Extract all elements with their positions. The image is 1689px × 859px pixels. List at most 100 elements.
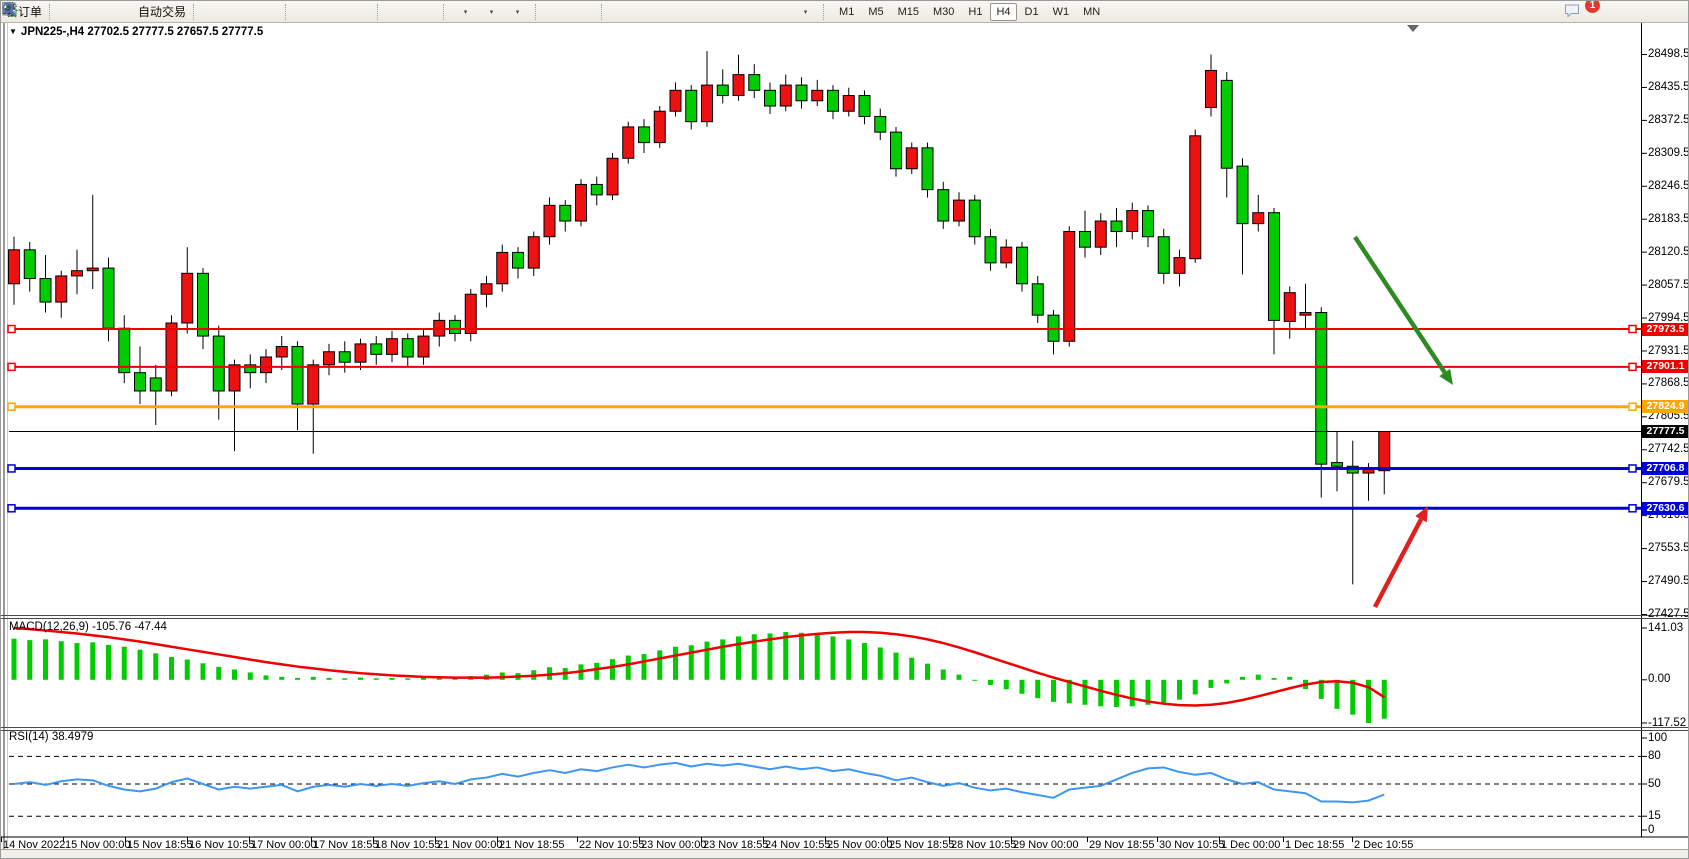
time-axis-label: 21 Nov 18:55 — [499, 839, 565, 851]
candlesticks — [8, 51, 1391, 585]
time-axis-label: 14 Nov 2022 — [3, 839, 66, 851]
timeframe-w1-button[interactable]: W1 — [1052, 5, 1070, 18]
candle-chart-button[interactable] — [3, 2, 254, 22]
price-axis-tick-label: 27931.5 — [1648, 344, 1689, 357]
price-axis-tick-label: 27553.5 — [1648, 542, 1689, 555]
text-label-button[interactable]: T — [2, 2, 792, 22]
price-axis-tick-label: 28057.5 — [1648, 278, 1689, 291]
toolbar-right-icons: 1 — [2, 1, 1600, 22]
time-axis-label: 15 Nov 00:00 — [65, 839, 131, 851]
time-axis-label: 29 Nov 00:00 — [1013, 839, 1079, 851]
price-axis-tick-label: 27490.5 — [1648, 575, 1689, 588]
macd-axis-tick-label: 0.00 — [1648, 673, 1671, 686]
chat-icon — [1565, 4, 1579, 18]
price-axis-tick-label: 28435.5 — [1648, 80, 1689, 93]
toolbar-separator — [49, 3, 54, 20]
toolbar-separator — [377, 3, 382, 20]
timeframe-h1-button[interactable]: H1 — [968, 5, 983, 18]
time-axis-label: 2 Dec 10:55 — [1354, 839, 1414, 851]
fibonacci-button[interactable]: F — [3, 2, 740, 22]
indicators-button[interactable]: ▾ — [2, 2, 478, 22]
price-axis-tick-label: 28309.5 — [1648, 146, 1689, 159]
horizontal-line-button[interactable] — [3, 2, 662, 22]
time-axis-label: 16 Nov 10:55 — [189, 839, 255, 851]
time-axis-label: 25 Nov 00:00 — [827, 839, 893, 851]
text-button[interactable]: A — [5, 2, 766, 22]
auto-scroll-button[interactable] — [2, 2, 412, 22]
zoom-in-button[interactable] — [2, 2, 320, 22]
timeframe-m15-button[interactable]: M15 — [897, 5, 919, 18]
rsi-label: RSI(14) 38.4979 — [9, 731, 94, 743]
price-axis-tick-label: 28498.5 — [1648, 48, 1689, 60]
chart-menu-icon[interactable]: ▼ — [9, 27, 17, 36]
red-up-arrow-object[interactable] — [1373, 506, 1428, 609]
line-chart-button[interactable] — [1, 2, 280, 22]
crosshair-button[interactable] — [3, 2, 596, 22]
time-axis-label: 23 Nov 00:00 — [641, 839, 707, 851]
zoom-out-button[interactable] — [2, 2, 346, 22]
rsi-axis-tick-label: 15 — [1648, 809, 1661, 822]
rsi-axis-tick-label: 50 — [1648, 777, 1661, 790]
time-axis-label: 30 Nov 10:55 — [1159, 839, 1225, 851]
notification-badge: 1 — [1585, 1, 1600, 13]
search-button[interactable] — [2, 2, 1554, 22]
dropdown-arrow-icon[interactable]: ▾ — [463, 8, 468, 16]
timeframe-m30-button[interactable]: M30 — [933, 5, 955, 18]
time-axis-label: 17 Nov 18:55 — [313, 839, 379, 851]
rsi-axis-tick-label: 0 — [1648, 823, 1655, 836]
autotrading-button[interactable]: 自动交易 — [2, 2, 188, 22]
vertical-line-button[interactable] — [8, 2, 636, 22]
rsi-indicator — [9, 755, 1641, 817]
dropdown-arrow-icon[interactable]: ▾ — [489, 8, 494, 16]
toolbar-separator — [535, 3, 540, 20]
time-axis-label: 25 Nov 18:55 — [889, 839, 955, 851]
bar-chart-button[interactable] — [2, 2, 228, 22]
price-level-badge: 27706.8 — [1642, 462, 1688, 475]
price-level-badge: 27824.9 — [1642, 400, 1688, 414]
time-axis-label: 22 Nov 10:55 — [579, 839, 645, 851]
templates-button[interactable]: ▾ — [2, 2, 530, 22]
rsi-axis-tick-label: 80 — [1648, 749, 1661, 762]
price-level-badge: 27901.1 — [1642, 360, 1688, 374]
trendline-button[interactable] — [2, 2, 688, 22]
terminal-button[interactable] — [2, 2, 110, 22]
notifications-button[interactable]: 1 — [1564, 1, 1600, 22]
price-axis-tick-label: 28120.5 — [1648, 245, 1689, 258]
green-down-arrow-object[interactable] — [1353, 235, 1453, 385]
horizontal-level-lines[interactable] — [7, 324, 1641, 513]
market-button[interactable] — [2, 2, 84, 22]
time-axis-label: 29 Nov 18:55 — [1089, 839, 1155, 851]
equidistant-channel-button[interactable]: E — [2, 2, 714, 22]
time-axis-label: 1 Dec 18:55 — [1285, 839, 1345, 851]
arrows-button[interactable]: ▾ — [3, 2, 818, 22]
dropdown-arrow-icon[interactable]: ▾ — [803, 8, 808, 16]
price-level-badge: 27630.6 — [1642, 501, 1688, 515]
chart-shift-button[interactable] — [2, 2, 438, 22]
signals-button[interactable] — [2, 2, 136, 22]
tile-windows-button[interactable] — [2, 2, 372, 22]
price-axis-tick-label: 27679.5 — [1648, 476, 1689, 489]
timeframe-h4-button[interactable]: H4 — [990, 2, 1017, 21]
cursor-button[interactable] — [6, 2, 570, 22]
timeframe-mn-button[interactable]: MN — [1083, 5, 1101, 18]
toolbar-separator — [285, 3, 290, 20]
time-axis-label: 15 Nov 18:55 — [127, 839, 193, 851]
macd-label: MACD(12,26,9) -105.76 -47.44 — [9, 621, 167, 633]
periods-button[interactable]: ▾ — [2, 2, 504, 22]
dropdown-arrow-icon[interactable]: ▾ — [515, 8, 520, 16]
toolbar-separator — [601, 3, 606, 20]
chart-shift-marker[interactable] — [1407, 25, 1419, 32]
chart-title: ▼ JPN225-,H4 27702.5 27777.5 27657.5 2777… — [9, 26, 263, 38]
time-axis-label: 18 Nov 10:55 — [375, 839, 441, 851]
time-axis-label: 17 Nov 00:00 — [251, 839, 317, 851]
autotrading-label: 自动交易 — [138, 5, 187, 19]
timeframe-m1-button[interactable]: M1 — [839, 5, 855, 18]
price-axis-tick-label: 28246.5 — [1648, 179, 1689, 192]
search-icon — [2, 2, 17, 17]
time-axis-label: 21 Nov 00:00 — [437, 839, 503, 851]
timeframe-m5-button[interactable]: M5 — [868, 5, 884, 18]
timeframe-d1-button[interactable]: D1 — [1024, 5, 1039, 18]
rsi-axis-tick-label: 100 — [1648, 731, 1668, 744]
time-axis-label: 23 Nov 18:55 — [703, 839, 769, 851]
